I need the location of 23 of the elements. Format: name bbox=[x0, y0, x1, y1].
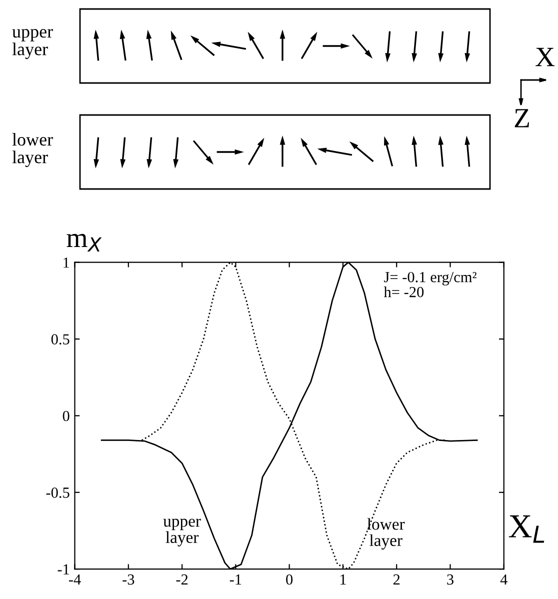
x-tick-label: -3 bbox=[122, 574, 134, 585]
x-tick-label: 0 bbox=[286, 574, 293, 585]
y-tick-label: -0.5 bbox=[46, 488, 70, 498]
x-tick-label: -2 bbox=[176, 574, 188, 585]
text: lower layer bbox=[12, 132, 53, 168]
x-tick-label: 2 bbox=[393, 574, 400, 585]
annotation: J= -0.1 erg/cm² h= -20 bbox=[384, 272, 476, 298]
text: X bbox=[536, 48, 555, 66]
x-tick-label: -4 bbox=[68, 574, 81, 585]
series-label: upper layer bbox=[163, 518, 201, 546]
x-tick-label: 4 bbox=[500, 574, 508, 585]
y-tick-label: 0.5 bbox=[51, 334, 70, 345]
y-tick-label: -1 bbox=[58, 564, 69, 574]
y-tick-label: 1 bbox=[64, 258, 69, 268]
series-label: lower layer bbox=[367, 518, 405, 550]
text: Z bbox=[514, 109, 529, 128]
y-axis-title: m$_{X}$ bbox=[66, 234, 102, 252]
y-tick-label: 0 bbox=[62, 410, 70, 422]
x-tick-label: 1 bbox=[340, 574, 346, 585]
x-axis-title: X$_{L}$ bbox=[508, 515, 544, 543]
text: upper layer bbox=[12, 28, 53, 60]
x-tick-label: -1 bbox=[230, 574, 242, 585]
x-tick-label: 3 bbox=[447, 574, 454, 585]
